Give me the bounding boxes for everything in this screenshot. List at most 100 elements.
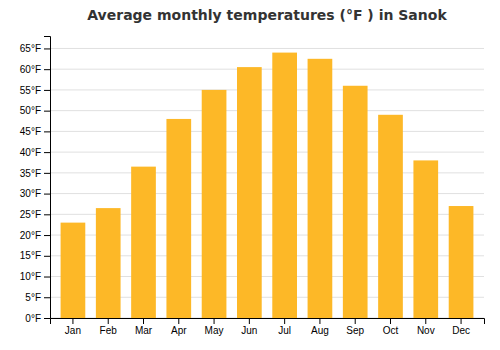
y-tick-label: 45°F xyxy=(20,126,41,137)
grid-line xyxy=(50,110,484,111)
y-axis: 0°F 5°F 10°F 15°F 20°F 25°F 30°F 35°F 40°F 45°F 50… xyxy=(20,37,51,324)
chart-svg: 0°F 5°F 10°F 15°F 20°F 25°F 30°F 35°F 40°F 45°F 50… xyxy=(0,0,500,350)
y-tick: 45°F xyxy=(20,126,50,137)
y-tick: 30°F xyxy=(20,188,50,199)
x-tick-label: Sep xyxy=(346,325,364,336)
x-tick-mark xyxy=(143,318,144,324)
y-tick-mark xyxy=(44,277,50,278)
x-tick: Jan xyxy=(65,318,81,336)
x-tick: May xyxy=(205,318,224,336)
y-tick-label: 10°F xyxy=(20,271,41,282)
y-tick-label: 20°F xyxy=(20,230,41,241)
x-tick: Feb xyxy=(100,318,118,336)
bar xyxy=(449,206,474,318)
y-tick-mark xyxy=(44,173,50,174)
bar xyxy=(131,167,156,318)
x-tick: Dec xyxy=(452,318,470,336)
y-tick: 40°F xyxy=(20,147,50,158)
x-tick: Nov xyxy=(417,318,435,336)
y-tick-label: 40°F xyxy=(20,147,41,158)
plot: 0°F 5°F 10°F 15°F 20°F 25°F 30°F 35°F 40°F 45°F 50… xyxy=(20,37,485,337)
x-tick-mark xyxy=(214,318,215,324)
y-tick-mark xyxy=(44,90,50,91)
x-tick: Sep xyxy=(346,318,364,336)
x-tick: Mar xyxy=(135,318,153,336)
x-tick-mark xyxy=(72,318,73,324)
x-tick-mark xyxy=(355,318,356,324)
bar xyxy=(166,119,191,318)
x-tick-mark xyxy=(178,318,179,324)
bar xyxy=(96,208,121,318)
bars xyxy=(61,53,474,318)
grid-line xyxy=(50,89,484,90)
grid-line xyxy=(50,69,484,70)
y-tick-label: 30°F xyxy=(20,188,41,199)
grid-line xyxy=(50,152,484,153)
y-tick-mark xyxy=(44,69,50,70)
x-axis: Jan Feb Mar Apr May Jun Jul Aug Sep Oct Nov Dec xyxy=(51,318,485,336)
y-tick: 55°F xyxy=(20,85,50,96)
y-tick-mark xyxy=(44,256,50,257)
x-tick-mark xyxy=(319,318,320,324)
x-axis-line xyxy=(51,319,485,325)
x-tick-label: Jun xyxy=(241,325,257,336)
y-tick-label: 35°F xyxy=(20,168,41,179)
x-tick: Jun xyxy=(241,318,257,336)
x-tick-label: Dec xyxy=(452,325,470,336)
y-tick: 15°F xyxy=(20,250,50,261)
y-tick-label: 15°F xyxy=(20,250,41,261)
bar xyxy=(272,53,297,318)
y-tick-mark xyxy=(44,194,50,195)
y-tick: 60°F xyxy=(20,64,50,75)
bar xyxy=(308,59,333,318)
x-tick-label: Apr xyxy=(171,325,187,336)
y-tick: 35°F xyxy=(20,168,50,179)
x-tick-mark xyxy=(108,318,109,324)
y-tick-mark xyxy=(44,318,50,319)
y-tick-mark xyxy=(44,235,50,236)
y-tick-label: 55°F xyxy=(20,85,41,96)
x-tick-label: May xyxy=(205,325,224,336)
x-tick-mark xyxy=(284,318,285,324)
y-tick: 65°F xyxy=(20,43,50,54)
y-tick-label: 0°F xyxy=(25,313,41,324)
y-tick-mark xyxy=(44,48,50,49)
y-tick: 25°F xyxy=(20,209,50,220)
y-tick: 50°F xyxy=(20,105,50,116)
x-tick-mark xyxy=(425,318,426,324)
y-axis-line xyxy=(44,37,51,319)
title: Average monthly temperatures (°F ) in Sa… xyxy=(87,7,447,23)
y-tick-mark xyxy=(44,297,50,298)
x-tick-mark xyxy=(249,318,250,324)
grid-line xyxy=(50,131,484,132)
y-tick: 20°F xyxy=(20,230,50,241)
x-tick-mark xyxy=(390,318,391,324)
y-tick-mark xyxy=(44,214,50,215)
y-tick-mark xyxy=(44,111,50,112)
y-tick: 10°F xyxy=(20,271,50,282)
y-tick-label: 5°F xyxy=(25,292,41,303)
bar xyxy=(237,67,262,318)
y-tick-mark xyxy=(44,152,50,153)
x-tick: Aug xyxy=(311,318,329,336)
bar xyxy=(202,90,227,318)
bar xyxy=(61,223,86,318)
y-tick-mark xyxy=(44,131,50,132)
x-tick: Apr xyxy=(171,318,187,336)
x-tick-mark xyxy=(461,318,462,324)
grid-line xyxy=(50,48,484,49)
chart-container: 0°F 5°F 10°F 15°F 20°F 25°F 30°F 35°F 40°F 45°F 50… xyxy=(0,0,500,350)
bar xyxy=(413,160,438,318)
y-tick-label: 25°F xyxy=(20,209,41,220)
y-tick-label: 50°F xyxy=(20,105,41,116)
grid xyxy=(50,48,484,318)
x-tick-label: Feb xyxy=(100,325,118,336)
y-tick-label: 65°F xyxy=(20,43,41,54)
y-tick: 0°F xyxy=(25,313,50,324)
x-tick-label: Mar xyxy=(135,325,153,336)
x-tick-label: Nov xyxy=(417,325,435,336)
y-tick: 5°F xyxy=(25,292,50,303)
x-tick: Oct xyxy=(383,318,399,336)
x-tick-label: Jan xyxy=(65,325,81,336)
x-tick: Jul xyxy=(278,318,291,336)
